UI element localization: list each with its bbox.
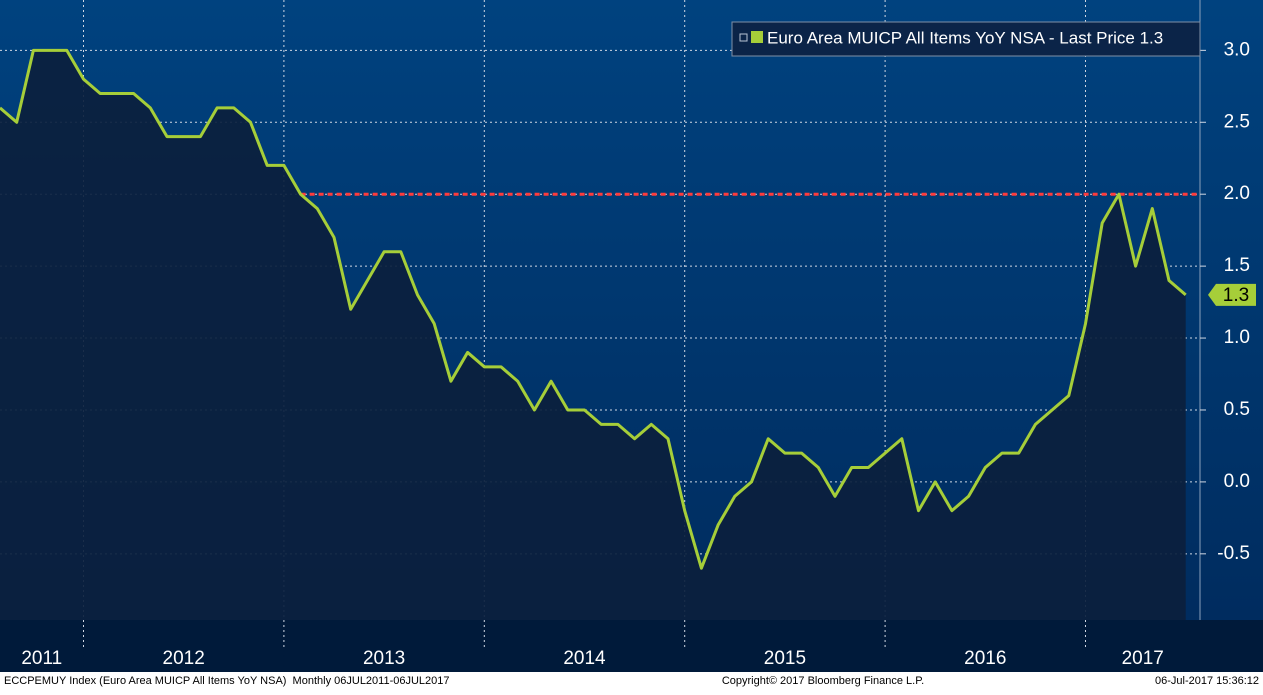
legend-toggle <box>739 33 748 42</box>
y-tick-label: 2.0 <box>1224 183 1250 204</box>
last-price-label: 1.3 <box>1223 285 1249 306</box>
x-tick-label: 2017 <box>1122 648 1164 669</box>
legend-box <box>731 21 1201 57</box>
footer-band <box>0 672 1263 690</box>
x-tick-label: 2015 <box>764 648 806 669</box>
x-tick-label: 2011 <box>21 648 62 669</box>
y-tick-label: 3.0 <box>1224 39 1250 60</box>
footer-right: 06-Jul-2017 15:36:12 <box>1155 675 1259 687</box>
x-tick-label: 2016 <box>964 648 1006 669</box>
x-tick-label: 2014 <box>563 648 606 669</box>
area <box>0 50 1186 621</box>
legend-label: Euro Area MUICP All Items YoY NSA - Last… <box>767 28 1163 47</box>
y-tick-label: 1.0 <box>1224 327 1250 348</box>
legend-swatch <box>751 31 763 43</box>
y-tick-label: 0.5 <box>1224 399 1250 420</box>
footer-left: ECCPEMUY Index (Euro Area MUICP All Item… <box>4 675 450 687</box>
x-axis-band <box>0 620 1263 672</box>
last-price-tag <box>1208 283 1256 306</box>
y-tick-label: 0.0 <box>1224 471 1250 492</box>
x-tick-label: 2013 <box>363 648 405 669</box>
footer-center: Copyright© 2017 Bloomberg Finance L.P. <box>722 675 924 687</box>
y-tick-label: -0.5 <box>1217 543 1250 564</box>
x-tick-label: 2012 <box>163 648 205 669</box>
line <box>0 48 1187 570</box>
y-tick-label: 1.5 <box>1224 255 1250 276</box>
y-tick-label: 2.5 <box>1224 111 1250 132</box>
